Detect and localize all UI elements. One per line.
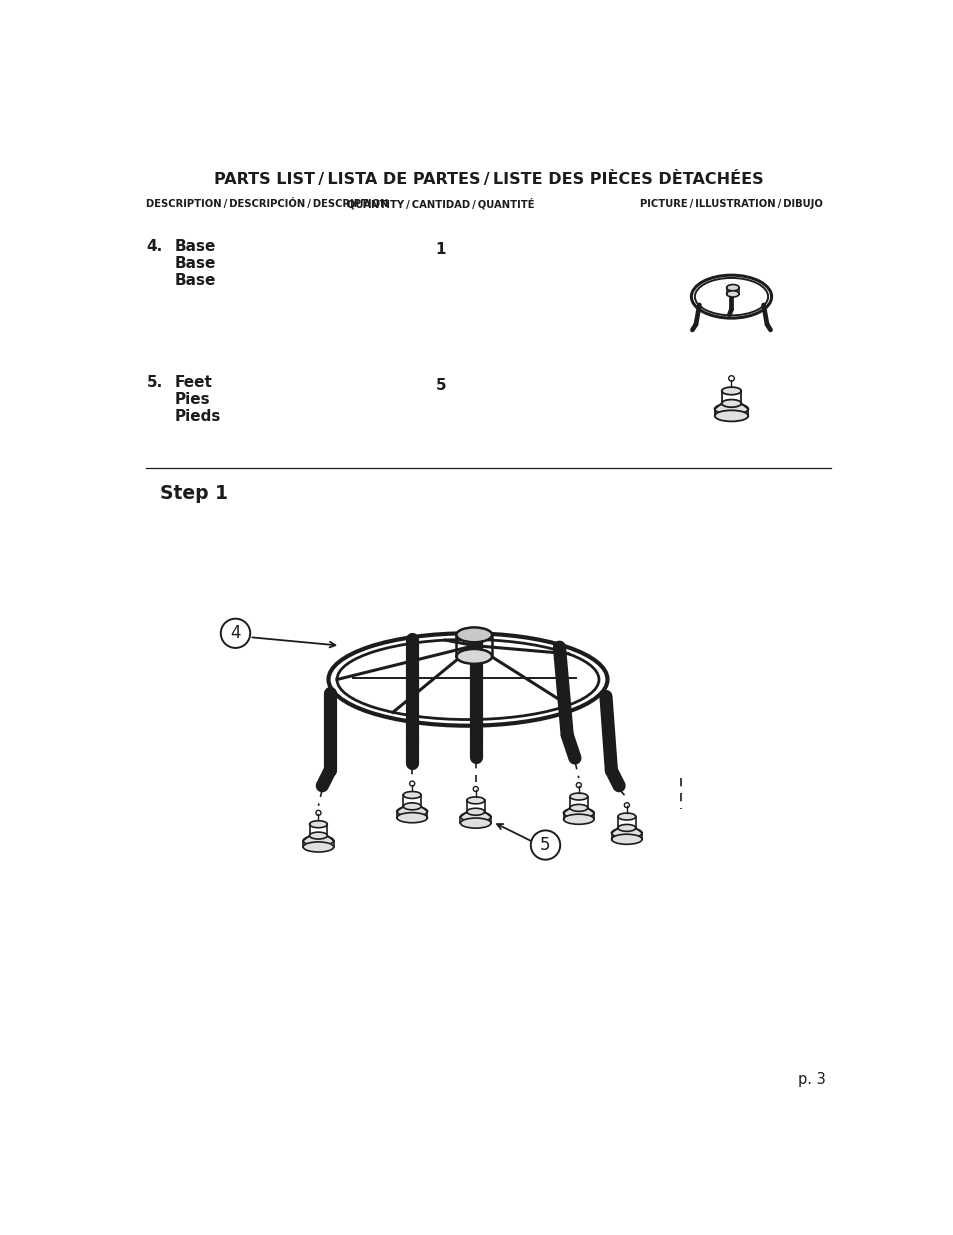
Ellipse shape bbox=[303, 842, 334, 852]
Text: DESCRIPTION / DESCRIPCIÓN / DESCRIPTION: DESCRIPTION / DESCRIPCIÓN / DESCRIPTION bbox=[146, 198, 389, 209]
Ellipse shape bbox=[618, 825, 635, 831]
Ellipse shape bbox=[563, 814, 594, 824]
Text: QUANTITY / CANTIDAD / QUANTITÉ: QUANTITY / CANTIDAD / QUANTITÉ bbox=[347, 198, 534, 210]
Text: Base: Base bbox=[174, 240, 216, 254]
Ellipse shape bbox=[460, 811, 491, 821]
Ellipse shape bbox=[309, 832, 327, 839]
Ellipse shape bbox=[456, 627, 492, 642]
Ellipse shape bbox=[721, 400, 740, 408]
Text: 4: 4 bbox=[230, 625, 240, 642]
Text: 5: 5 bbox=[539, 836, 550, 855]
Ellipse shape bbox=[694, 278, 767, 315]
Ellipse shape bbox=[460, 818, 491, 829]
Text: 4.: 4. bbox=[146, 240, 162, 254]
Ellipse shape bbox=[569, 804, 587, 811]
Ellipse shape bbox=[303, 836, 334, 846]
Ellipse shape bbox=[309, 821, 327, 827]
Circle shape bbox=[220, 619, 250, 648]
Text: Pies: Pies bbox=[174, 393, 211, 408]
Ellipse shape bbox=[726, 290, 739, 296]
Ellipse shape bbox=[403, 803, 420, 810]
Ellipse shape bbox=[569, 793, 587, 800]
Ellipse shape bbox=[466, 808, 484, 815]
Text: Feet: Feet bbox=[174, 375, 213, 390]
Text: Base: Base bbox=[174, 273, 216, 288]
Ellipse shape bbox=[466, 797, 484, 804]
Text: PICTURE / ILLUSTRATION / DIBUJO: PICTURE / ILLUSTRATION / DIBUJO bbox=[639, 199, 822, 209]
Ellipse shape bbox=[611, 827, 641, 839]
Ellipse shape bbox=[611, 834, 641, 845]
Ellipse shape bbox=[714, 410, 747, 421]
Ellipse shape bbox=[563, 808, 594, 818]
Ellipse shape bbox=[714, 404, 747, 415]
Text: PARTS LIST / LISTA DE PARTES / LISTE DES PIÈCES DÈTACHÉES: PARTS LIST / LISTA DE PARTES / LISTE DES… bbox=[213, 170, 763, 186]
Text: Base: Base bbox=[174, 256, 216, 270]
Ellipse shape bbox=[396, 813, 427, 823]
Ellipse shape bbox=[456, 648, 492, 664]
Ellipse shape bbox=[336, 640, 598, 720]
Ellipse shape bbox=[403, 792, 420, 799]
Circle shape bbox=[530, 830, 559, 860]
Ellipse shape bbox=[726, 284, 739, 290]
Text: Step 1: Step 1 bbox=[159, 484, 228, 503]
Text: 5.: 5. bbox=[146, 375, 162, 390]
Ellipse shape bbox=[396, 806, 427, 816]
Text: Pieds: Pieds bbox=[174, 409, 221, 425]
Text: 5: 5 bbox=[436, 378, 446, 393]
Ellipse shape bbox=[721, 387, 740, 395]
Text: p. 3: p. 3 bbox=[798, 1072, 825, 1087]
Ellipse shape bbox=[618, 813, 635, 820]
Text: 1: 1 bbox=[436, 242, 446, 257]
